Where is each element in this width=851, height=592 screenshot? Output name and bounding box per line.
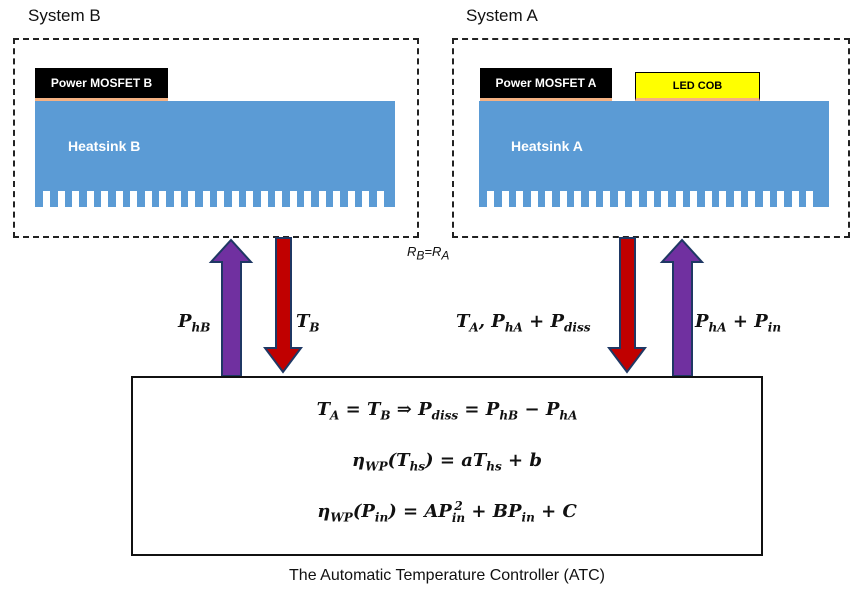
heatsink-b-fin-slot [115,191,123,207]
led-cob: LED COB [635,72,760,101]
arrow-up-system-b [208,238,254,377]
heatsink-b-fin-slot [260,191,268,207]
system-b-boundary [13,38,419,238]
system-a-title: System A [466,6,538,25]
heatsink-b-fin-slot [231,191,239,207]
heatsink-a-fin-slot [733,191,741,207]
heatsink-a [479,101,829,207]
heatsink-a-fin-slot [530,191,538,207]
heatsink-b-fin-slot [101,191,108,207]
heatsink-b-fin-slot [130,191,137,207]
heatsink-a-fin-slot [632,191,639,207]
equation-efficiency-power: ηWP(Pin) = AP 2 in + BPin + C [317,499,577,525]
system-b-title: System B [28,6,101,25]
heatsink-a-fin-slot [516,191,523,207]
heatsink-b-fin-slot [333,191,340,207]
heatsink-a-fin-slot [661,191,668,207]
heatsink-b-fin-slot [289,191,297,207]
heatsink-a-fin-slot [617,191,625,207]
heatsink-a-label: Heatsink A [511,138,583,154]
heatsink-a-fin-slot [704,191,712,207]
arrow-up-system-a [659,238,705,377]
equation-efficiency-temperature: ηWP(Ths) = aThs + b [352,450,542,474]
heatsink-a-fin-slot [762,191,770,207]
heatsink-a-fin-slot [559,191,567,207]
label-t-a-group: TA, PhA + Pdiss [456,311,591,335]
heatsink-a-fin-slot [690,191,697,207]
atc-box [131,376,763,556]
system-a-boundary [452,38,850,238]
heatsink-b-fin-slot [43,191,50,207]
resistance-label: RB=RA [407,244,450,263]
heatsink-a-fin-slot [603,191,610,207]
heatsink-a-fin-slot [545,191,552,207]
arrow-down-system-b [263,237,303,374]
heatsink-b-fin-slot [318,191,326,207]
heatsink-a-fin-slot [675,191,683,207]
heatsink-a-fin-slot [574,191,581,207]
heatsink-b-fin-slot [72,191,79,207]
heatsink-b-fin-slot [304,191,311,207]
heatsink-a-fin-slot [719,191,726,207]
heatsink-b-fin-slot [362,191,369,207]
heatsink-a-fin-slot [646,191,654,207]
heatsink-a-fin-slot [501,191,509,207]
heatsink-b-fin-slot [376,191,384,207]
atc-caption: The Automatic Temperature Controller (AT… [289,567,605,584]
power-mosfet-a: Power MOSFET A [480,68,612,101]
heatsink-b-fin-slot [173,191,181,207]
heatsink-b-fin-slot [188,191,195,207]
heatsink-b-fin-slot [217,191,224,207]
label-p-hb: PhB [178,311,211,335]
heatsink-b-fin-slot [144,191,152,207]
heatsink-b-fin-slot [347,191,355,207]
arrow-down-system-a [607,237,647,374]
heatsink-b-fin-slot [246,191,253,207]
label-t-b: TB [296,311,320,335]
heatsink-a-fin-slot [791,191,799,207]
power-mosfet-b: Power MOSFET B [35,68,168,101]
heatsink-a-fin-slot [748,191,755,207]
heatsink-a-fin-slot [777,191,784,207]
heatsink-b-fin-slot [275,191,282,207]
label-p-ha-in: PhA + Pin [695,311,782,335]
heatsink-b-fin-slot [57,191,65,207]
heatsink-b-fin-slot [86,191,94,207]
heatsink-a-fin-slot [487,191,494,207]
heatsink-b-fin-slot [159,191,166,207]
heatsink-a-fin-slot [588,191,596,207]
heatsink-b [35,101,395,207]
heatsink-a-fin-slot [806,191,813,207]
heatsink-b-label: Heatsink B [68,138,141,154]
heatsink-b-fin-slot [202,191,210,207]
equation-temperature-balance: TA = TB ⇒ Pdiss = PhB − PhA [316,399,578,423]
